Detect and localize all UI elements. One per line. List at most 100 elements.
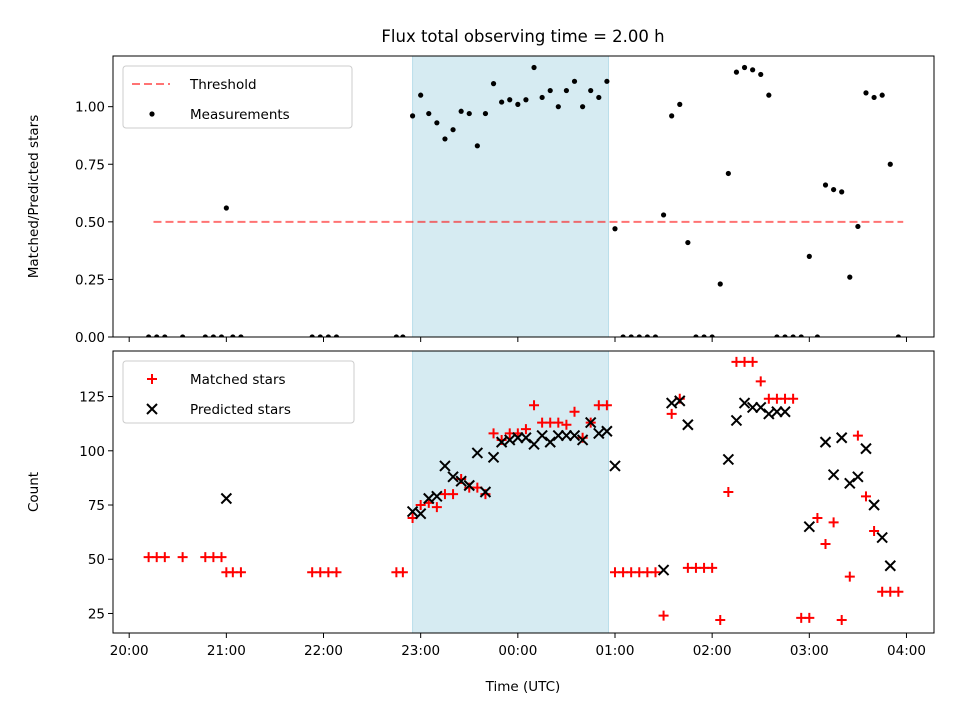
predicted-star-marker (730, 414, 743, 427)
matched-star-marker (520, 424, 531, 435)
measurement-point (230, 334, 236, 337)
measurement-point (863, 90, 869, 96)
measurement-point (701, 334, 707, 337)
measurement-point (450, 127, 456, 133)
matched-star-marker (893, 586, 904, 597)
measurement-point (717, 281, 723, 287)
measurement-point (218, 334, 225, 337)
predicted-star-marker (835, 432, 848, 444)
predicted-star-marker (406, 505, 419, 518)
y-tick-label: 125 (79, 390, 105, 406)
measurement-point (555, 104, 561, 110)
measurement-point (725, 170, 731, 177)
measurement-point (547, 87, 553, 94)
matched-star-marker (707, 562, 718, 573)
predicted-star-marker (584, 416, 597, 429)
predicted-star-marker (803, 521, 816, 533)
measurement-point (588, 87, 594, 94)
measurement-point (839, 189, 845, 195)
matched-star-marker (852, 430, 863, 441)
x-tick-label: 02:00 (693, 643, 732, 659)
measurement-point (782, 334, 788, 337)
matched-star-marker (820, 539, 831, 550)
measurement-point (831, 186, 837, 193)
measurement-point (325, 334, 331, 337)
ratio-panel: 0.00 0.25 0.50 0.75 1.00 Matched/Predicted st… (26, 55, 935, 346)
measurement-point (580, 104, 586, 110)
matched-star-marker (715, 614, 726, 625)
y-tick-label: 1.00 (75, 100, 105, 116)
measurement-point (515, 101, 521, 107)
matched-star-marker (658, 610, 669, 621)
measurement-point (895, 334, 901, 337)
chart-title: Flux total observing time = 2.00 h (381, 27, 664, 46)
y-tick-label: 0.25 (75, 272, 105, 288)
matched-star-marker (812, 513, 823, 524)
predicted-star-marker (414, 507, 427, 520)
measurement-point (426, 110, 432, 117)
matched-star-marker (216, 552, 227, 563)
x-tick-label: 04:00 (887, 643, 926, 659)
predicted-star-marker (844, 477, 856, 490)
predicted-star-marker (520, 432, 532, 444)
predicted-star-marker (601, 425, 613, 437)
matched-star-marker (828, 517, 839, 528)
matched-star-marker (553, 417, 564, 428)
measurement-point (317, 334, 323, 337)
predicted-star-marker (479, 486, 492, 498)
measurement-point (758, 71, 764, 78)
x-tick-label: 01:00 (596, 643, 635, 659)
measurement-point (442, 136, 448, 142)
measurement-point (210, 334, 216, 337)
predicted-star-marker (528, 438, 540, 450)
measurement-point (409, 113, 416, 119)
measurement-point (750, 67, 756, 73)
measurement-point (798, 334, 804, 337)
measurement-point (400, 334, 406, 337)
predicted-star-marker (495, 436, 508, 448)
measurement-point (677, 101, 683, 107)
measurement-point (499, 99, 505, 105)
matched-star-marker (331, 567, 342, 578)
matched-star-marker (397, 567, 408, 578)
matched-star-marker (415, 500, 426, 511)
matched-star-marker (177, 552, 188, 563)
measurement-point (660, 212, 667, 218)
legend-predicted-swatch (146, 403, 158, 415)
matched-star-marker (804, 612, 815, 623)
matched-star-marker (235, 567, 246, 578)
measurement-point (507, 97, 513, 103)
predicted-star-marker (463, 479, 475, 492)
observing-window-highlight (412, 55, 610, 338)
measurement-point (146, 334, 152, 337)
measurement-point (162, 334, 168, 337)
predicted-star-marker (536, 429, 548, 442)
measurement-point (333, 334, 340, 337)
y-tick-label: 100 (79, 444, 105, 460)
matched-star-marker (159, 552, 170, 563)
x-tick-label: 22:00 (304, 643, 343, 659)
predicted-star-marker (220, 492, 233, 505)
measurement-point (652, 334, 659, 337)
measurement-point (418, 92, 424, 98)
predicted-star-marker (439, 460, 451, 472)
predicted-star-marker (544, 436, 556, 448)
predicted-star-marker (423, 492, 435, 505)
predicted-star-marker (504, 434, 516, 446)
predicted-star-marker (876, 531, 888, 544)
measurement-point (620, 334, 626, 337)
measurement-point (887, 161, 893, 167)
measurement-point (855, 223, 861, 230)
matched-star-marker (601, 400, 612, 411)
matched-star-marker (869, 526, 880, 537)
y-tick-label: 75 (88, 498, 105, 514)
measurement-point (154, 334, 160, 337)
measurement-point (604, 78, 610, 84)
measurement-point (180, 334, 186, 337)
measurement-point (790, 334, 796, 337)
measurement-point (741, 64, 748, 71)
measurement-point (523, 97, 529, 103)
predicted-star-marker (868, 499, 880, 511)
predicted-star-marker (779, 406, 791, 418)
matched-star-marker (650, 567, 661, 578)
